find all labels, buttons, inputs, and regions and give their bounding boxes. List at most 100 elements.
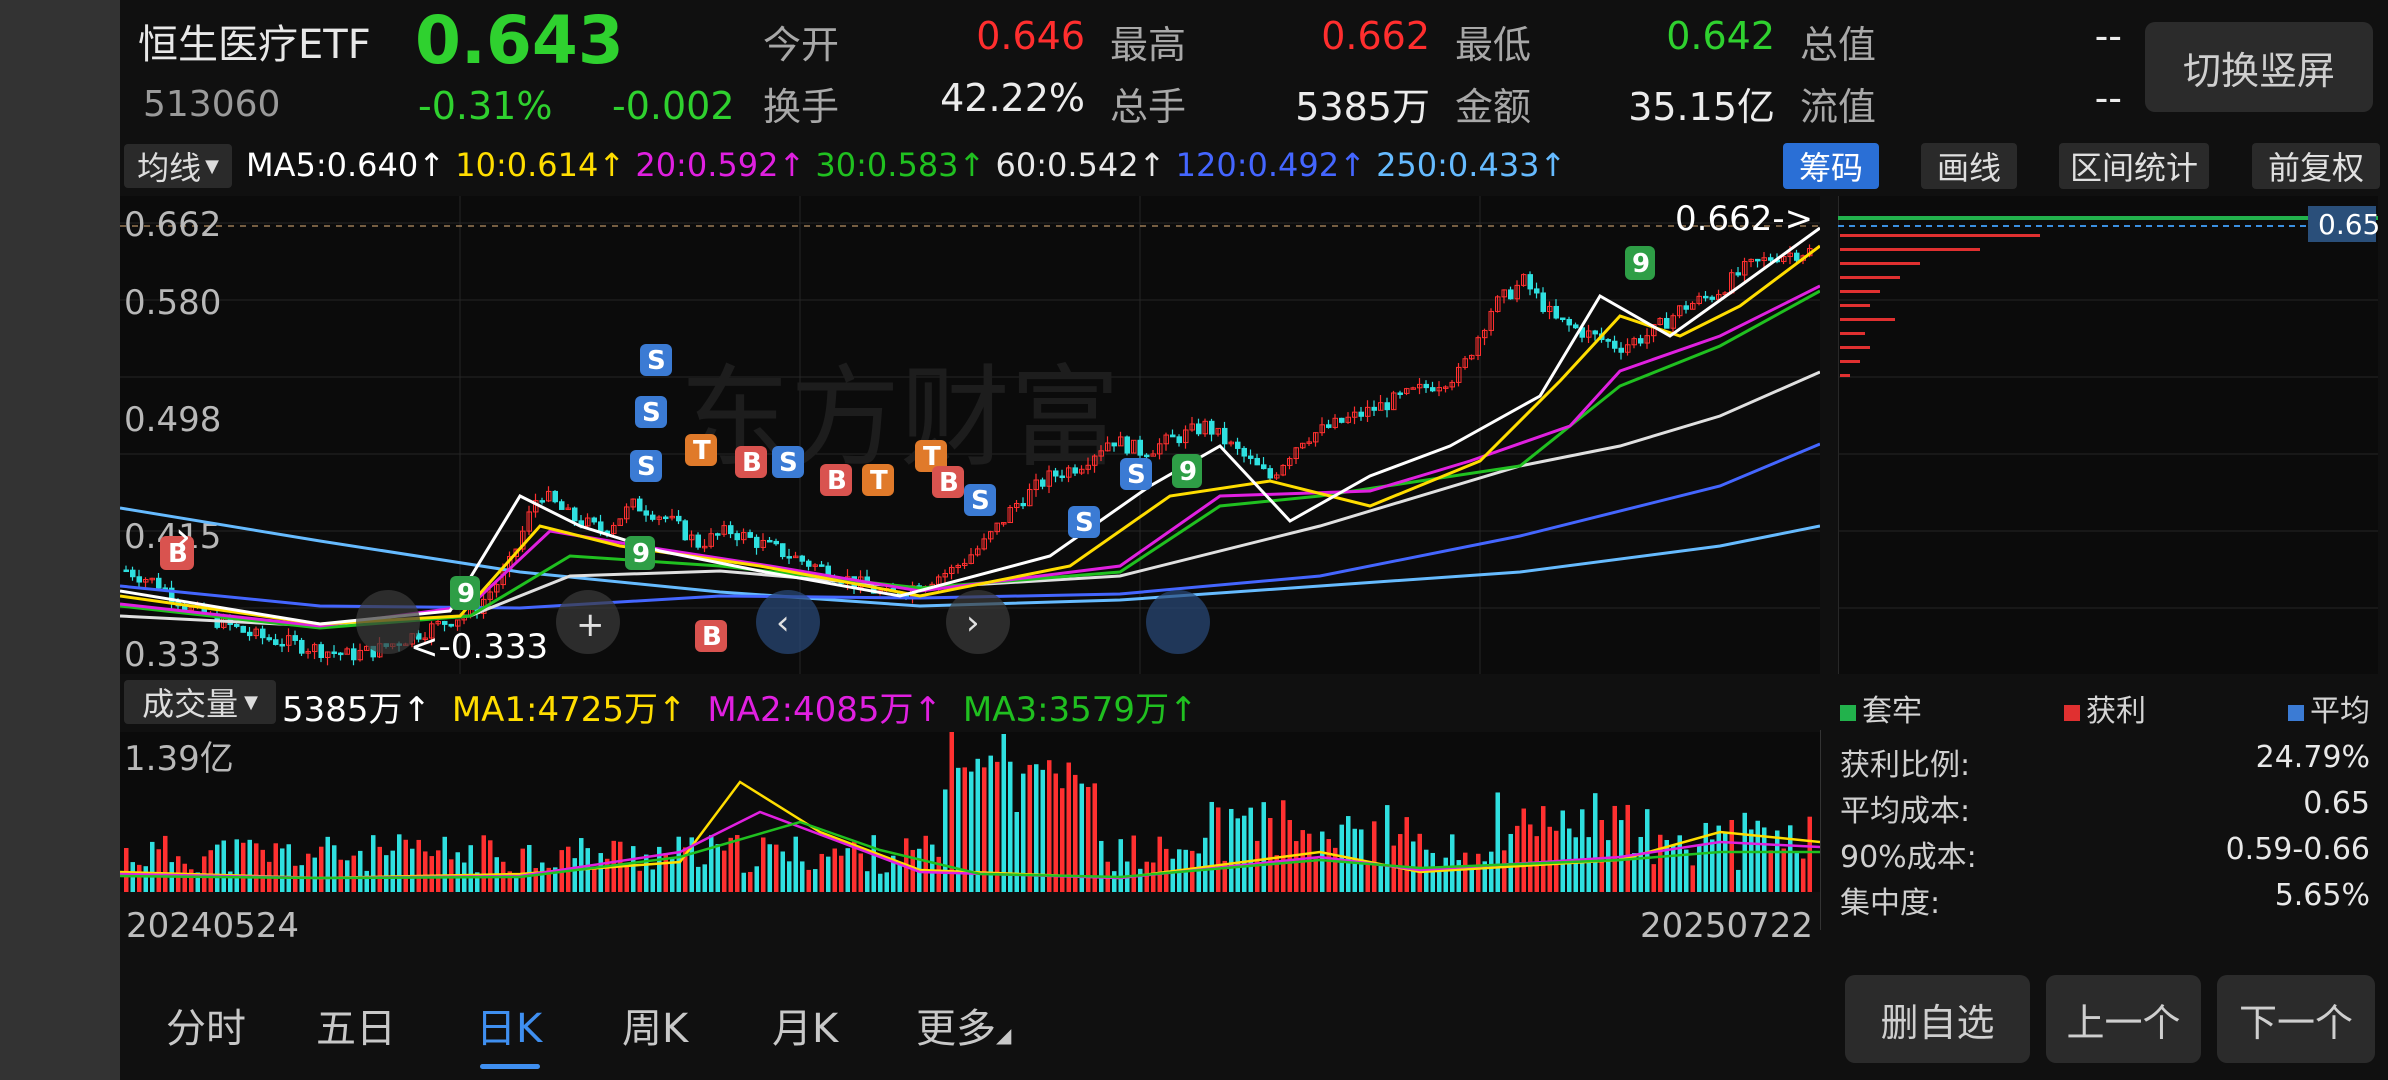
- candle-body: [1235, 441, 1241, 449]
- volume-bar: [1307, 833, 1312, 892]
- volume-bar: [670, 857, 675, 892]
- tab-intraday[interactable]: 分时: [166, 1006, 246, 1052]
- chips-tab-button[interactable]: 筹码: [1783, 143, 1879, 189]
- candle-body: [1332, 417, 1338, 428]
- volume-bar: [722, 850, 727, 892]
- stock-code: 513060: [143, 84, 281, 125]
- candle-body: [1267, 468, 1273, 479]
- volume-bar: [1599, 819, 1604, 892]
- candle-body: [617, 518, 623, 526]
- volume-bar: [1066, 762, 1071, 892]
- volume-bar: [1489, 851, 1494, 892]
- volume-bar: [1463, 852, 1468, 892]
- candle-body: [1638, 338, 1644, 344]
- candle-body: [1605, 339, 1611, 342]
- remove-watchlist-button[interactable]: 删自选: [1845, 975, 2030, 1063]
- adjust-mode-button[interactable]: 前复权: [2252, 143, 2380, 189]
- candle-body: [286, 635, 292, 646]
- volume-bar: [1476, 853, 1481, 892]
- candle-body: [1371, 406, 1377, 411]
- chip-bar: [1840, 346, 1870, 349]
- volume-bar: [221, 840, 226, 892]
- candle-body: [962, 562, 968, 567]
- volume-bar: [527, 844, 532, 892]
- volume-bar: [826, 856, 831, 892]
- tab-five-day[interactable]: 五日: [316, 1006, 396, 1052]
- candle-body: [1677, 305, 1683, 317]
- next-button[interactable]: 下一个: [2217, 975, 2375, 1063]
- corner-arrow-icon: ◢: [996, 1023, 1012, 1047]
- chip-bar: [1840, 248, 1980, 251]
- candle-body: [1066, 467, 1072, 478]
- candle-body: [1163, 434, 1169, 445]
- tab-weekly-k[interactable]: 周K: [622, 1006, 689, 1052]
- switch-portrait-button[interactable]: 切换竖屏: [2145, 22, 2373, 112]
- volume-bar: [1632, 853, 1637, 892]
- candle-body: [734, 533, 740, 541]
- chevron-right-icon[interactable]: ›: [966, 603, 980, 643]
- current-price: 0.643: [415, 2, 624, 79]
- turnover-value: 42.22%: [940, 76, 1085, 120]
- volume-bar: [1456, 860, 1461, 892]
- chevron-left-icon[interactable]: ‹: [776, 603, 790, 643]
- candle-body: [344, 648, 350, 655]
- indicator-selector-label: 成交量: [142, 685, 239, 723]
- turnover-label: 换手: [763, 85, 840, 129]
- chip-bar: [1840, 360, 1860, 363]
- chip-bar: [1840, 276, 1900, 279]
- candle-body: [1085, 464, 1091, 470]
- volume-bar: [1671, 845, 1676, 892]
- volume-chart[interactable]: 1.39亿: [120, 732, 1820, 892]
- ma20-value: 20:0.592↑: [635, 146, 806, 184]
- draw-line-button[interactable]: 画线: [1921, 143, 2017, 189]
- candle-body: [949, 566, 955, 574]
- volume-bar: [663, 853, 668, 892]
- candle-body: [669, 515, 675, 519]
- tab-daily-k[interactable]: 日K: [476, 1006, 543, 1052]
- candle-body: [1261, 464, 1267, 470]
- volume-bar: [839, 855, 844, 892]
- candle-body: [1222, 427, 1228, 445]
- stat-row: 平均成本: 0.65: [1840, 786, 2370, 832]
- indicator-selector-dropdown[interactable]: 成交量 ▼: [124, 680, 276, 724]
- volume-bar: [436, 850, 441, 892]
- volume-bar: [1157, 836, 1162, 892]
- candle-body: [1111, 442, 1117, 447]
- svg-text:B: B: [702, 622, 722, 652]
- volume-bar: [806, 869, 811, 892]
- volume-bar: [1209, 801, 1214, 892]
- y-label-1: 0.662: [124, 205, 221, 245]
- volume-bar: [1001, 734, 1006, 892]
- volume-bar: [1021, 773, 1026, 892]
- range-stats-button[interactable]: 区间统计: [2059, 143, 2209, 189]
- tab-monthly-k[interactable]: 月K: [772, 1006, 839, 1052]
- ma-selector-dropdown[interactable]: 均线 ▼: [124, 144, 232, 188]
- chip-bar: [1840, 374, 1850, 377]
- candle-body: [1033, 479, 1039, 491]
- volume-bar: [1560, 810, 1565, 892]
- candle-body: [1683, 305, 1689, 310]
- tab-more[interactable]: 更多◢: [916, 996, 1011, 1054]
- volume-bar: [1723, 832, 1728, 892]
- chart-nav-controls[interactable]: [356, 590, 1210, 654]
- candle-body: [1384, 402, 1390, 411]
- plus-icon[interactable]: +: [576, 605, 605, 645]
- candle-body: [721, 525, 727, 535]
- kline-chart[interactable]: 东方财富 0.662 0.580 0.498 0.415 0.333 S S S…: [120, 196, 1820, 674]
- candle-body: [1612, 340, 1618, 349]
- candle-body: [747, 532, 753, 538]
- volume-bar: [429, 856, 434, 892]
- volume-bar: [247, 839, 252, 892]
- volume-bar: [1521, 808, 1526, 892]
- volume-bar: [1112, 871, 1117, 892]
- candle-body: [1501, 289, 1507, 298]
- expand-left-icon[interactable]: ›: [175, 514, 191, 560]
- legend-average: 平均: [2288, 686, 2370, 730]
- volume-bar: [735, 835, 740, 892]
- volume-bar: [702, 864, 707, 892]
- candle-body: [1319, 424, 1325, 434]
- stat-label: 平均成本:: [1840, 794, 1971, 829]
- previous-button[interactable]: 上一个: [2046, 975, 2201, 1063]
- svg-text:S: S: [779, 448, 798, 478]
- volume-bar: [1235, 818, 1240, 892]
